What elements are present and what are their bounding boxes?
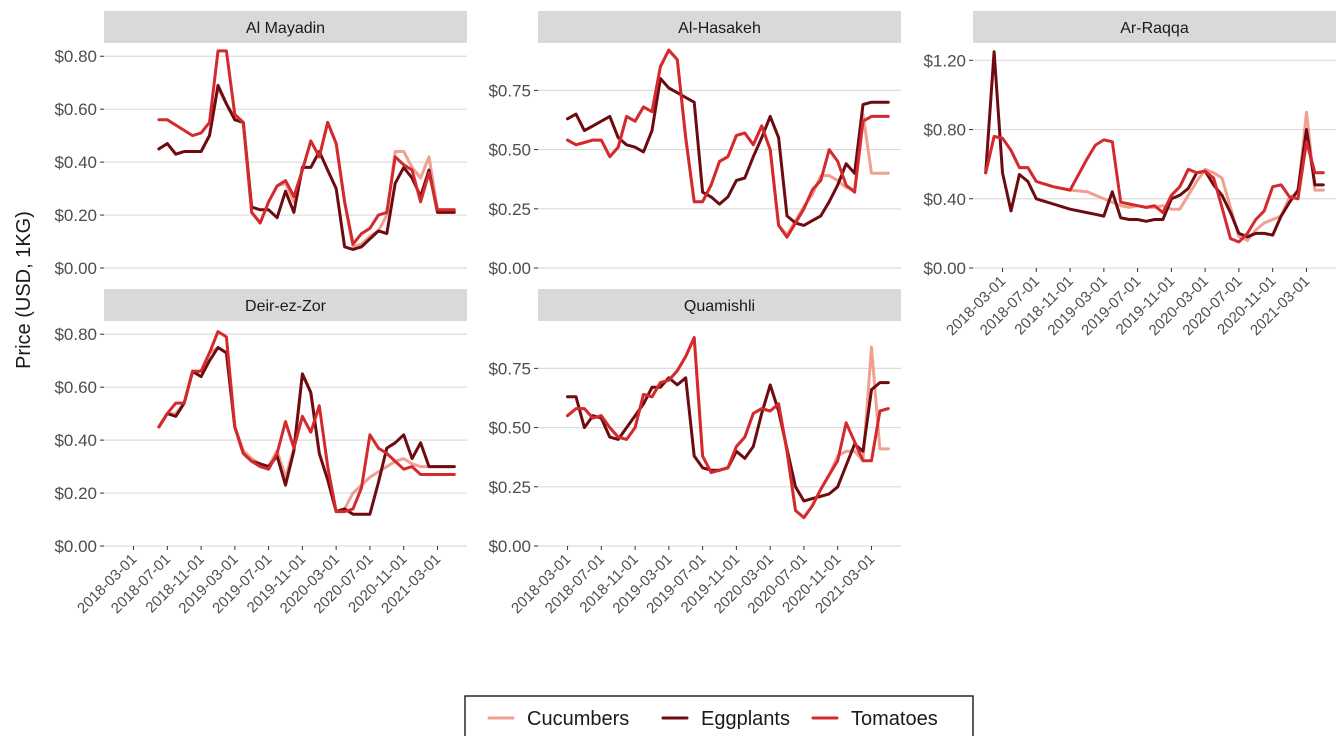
panel-title-deir-ez-zor: Deir-ez-Zor	[245, 298, 327, 315]
y-tick-label: $0.60	[54, 100, 97, 119]
y-tick-label: $0.75	[488, 359, 531, 378]
y-tick-label: $0.00	[488, 259, 531, 278]
legend-label-tomatoes: Tomatoes	[851, 708, 938, 730]
legend-label-cucumbers: Cucumbers	[527, 708, 629, 730]
y-axis-label: Price (USD, 1KG)	[13, 211, 35, 369]
panel-al-mayadin: Al Mayadin $0.00 $0.20 $0.40 $0.60 $0.80	[54, 11, 467, 278]
y-tick-label: $0.25	[488, 200, 531, 219]
panel-strip-al-hasakeh	[538, 11, 901, 43]
panel-title-quamishli: Quamishli	[684, 298, 755, 315]
series-line-tomatoes-quamishli	[566, 336, 890, 520]
y-tick-label: $0.40	[923, 190, 966, 209]
series-line-tomatoes-deir-ez-zor	[157, 330, 456, 514]
legend: Cucumbers Eggplants Tomatoes	[464, 695, 974, 736]
y-tick-label: $0.20	[54, 484, 97, 503]
y-tick-label: $0.50	[488, 419, 531, 438]
y-tick-label: $0.80	[54, 47, 97, 66]
panel-title-al-mayadin: Al Mayadin	[246, 20, 325, 37]
series-line-cucumbers-ar-raqqa	[984, 110, 1325, 242]
y-tick-label: $0.80	[54, 325, 97, 344]
y-tick-label: $0.20	[54, 206, 97, 225]
y-tick-label: $0.00	[54, 537, 97, 556]
panel-ar-raqqa: Ar-Raqqa$0.00$0.40$0.80$1.202018-03-0120…	[923, 11, 1336, 339]
y-tick-label: $0.40	[54, 431, 97, 450]
y-tick-label: $0.75	[488, 81, 531, 100]
series-line-cucumbers-al-hasakeh	[566, 48, 890, 237]
y-tick-label: $0.60	[54, 378, 97, 397]
y-tick-label: $0.00	[488, 537, 531, 556]
series-line-tomatoes-ar-raqqa	[984, 135, 1325, 244]
series-line-eggplants-deir-ez-zor	[157, 346, 456, 516]
panel-al-hasakeh: Al-Hasakeh $0.00 $0.25 $0.50 $0.75	[488, 11, 901, 278]
series-line-eggplants-ar-raqqa	[984, 50, 1325, 239]
y-tick-label: $0.00	[923, 259, 966, 278]
series-line-tomatoes-al-mayadin	[157, 49, 456, 246]
series-line-tomatoes-al-hasakeh	[566, 48, 890, 239]
y-tick-label: $0.25	[488, 478, 531, 497]
series-line-eggplants-quamishli	[566, 376, 890, 503]
panel-strip-al-mayadin	[104, 11, 467, 43]
y-tick-label: $0.00	[54, 259, 97, 278]
panel-quamishli: Quamishli$0.00$0.25$0.50$0.752018-03-012…	[488, 289, 901, 617]
panel-deir-ez-zor: Deir-ez-Zor$0.00$0.20$0.40$0.60$0.802018…	[54, 289, 467, 617]
legend-label-eggplants: Eggplants	[701, 708, 790, 730]
legend-box	[464, 695, 974, 736]
y-tick-label: $0.40	[54, 153, 97, 172]
panel-title-al-hasakeh: Al-Hasakeh	[678, 20, 761, 37]
series-line-eggplants-al-mayadin	[157, 83, 456, 251]
panels: Al Mayadin $0.00 $0.20 $0.40 $0.60 $0.80 Al-Ha…	[54, 11, 1336, 617]
y-tick-label: $1.20	[923, 51, 966, 70]
panel-title-ar-raqqa: Ar-Raqqa	[1120, 20, 1189, 37]
panel-strip-deir-ez-zor	[104, 289, 467, 321]
y-tick-label: $0.80	[923, 121, 966, 140]
y-tick-label: $0.50	[488, 141, 531, 160]
panel-strip-quamishli	[538, 289, 901, 321]
panel-strip-ar-raqqa	[973, 11, 1336, 43]
